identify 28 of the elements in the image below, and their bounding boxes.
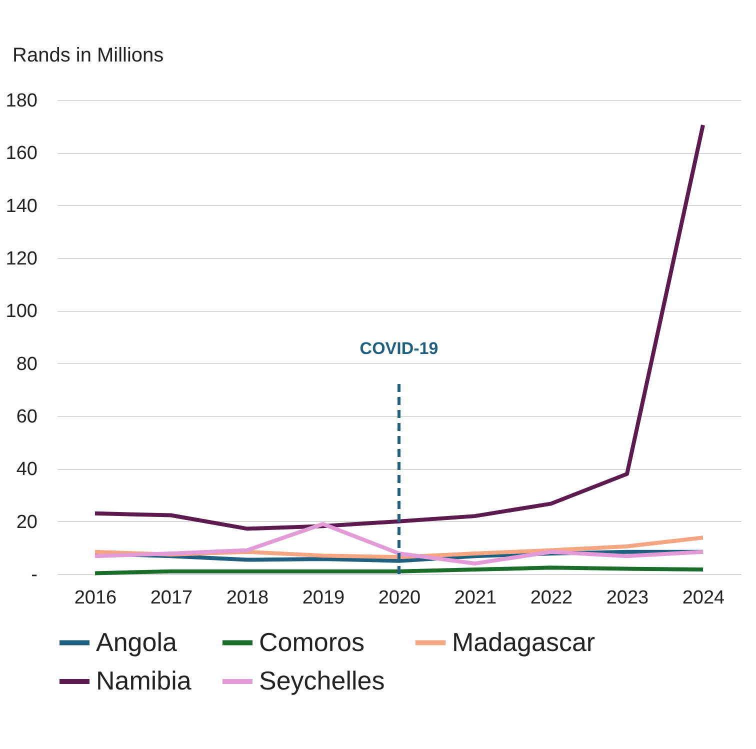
- legend-label: Namibia: [96, 666, 192, 696]
- x-tick-label: 2021: [454, 588, 497, 608]
- line-series: [93, 522, 705, 566]
- y-tick-label: 140: [6, 196, 38, 217]
- y-tick-label: 180: [6, 90, 38, 112]
- y-tick-label: 40: [16, 459, 38, 480]
- legend-label: Seychelles: [259, 666, 385, 696]
- x-tick-label: 2023: [606, 588, 649, 608]
- y-tick-label: -: [31, 564, 38, 586]
- ref-line-label: COVID-19: [360, 339, 438, 358]
- line-series: [93, 123, 705, 531]
- y-tick-label: 120: [6, 248, 38, 270]
- x-tick-label: 2019: [302, 588, 345, 608]
- y-tick-label: 100: [6, 301, 38, 322]
- y-tick-label: 160: [6, 143, 38, 164]
- x-tick-label: 2017: [150, 588, 193, 608]
- x-tick-label: 2024: [682, 588, 726, 608]
- y-tick-label: 80: [16, 354, 38, 375]
- legend-label: Angola: [96, 626, 178, 657]
- y-tick-label: 60: [16, 406, 38, 428]
- legend-label: Madagascar: [452, 626, 596, 657]
- y-tick-label: 20: [16, 512, 38, 533]
- legend-label: Comoros: [259, 626, 364, 657]
- y-axis-title: Rands in Millions: [12, 44, 164, 66]
- x-tick-label: 2016: [74, 588, 117, 608]
- x-tick-label: 2022: [530, 588, 573, 608]
- x-tick-label: 2020: [378, 588, 421, 608]
- x-tick-label: 2018: [226, 588, 269, 608]
